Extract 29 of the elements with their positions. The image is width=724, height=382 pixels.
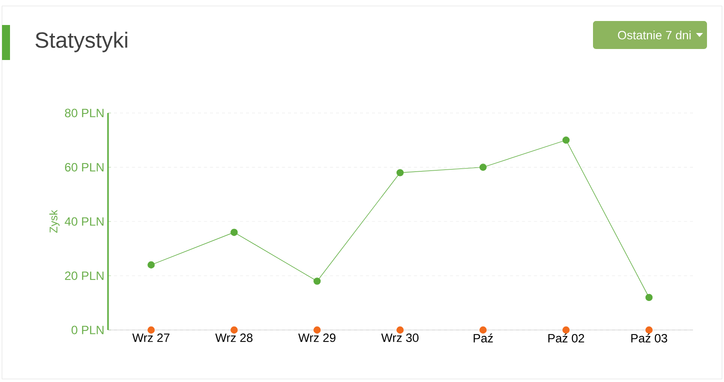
point: [562, 326, 570, 334]
y-tick-label: 0 PLN: [72, 326, 104, 334]
y-axis-title: Zysk: [49, 210, 60, 233]
y-tick-label: 20 PLN: [65, 271, 104, 280]
point: [479, 164, 487, 171]
point: [562, 136, 570, 144]
point: [396, 169, 404, 176]
x-tick-label: Paź 03: [631, 334, 668, 342]
point: [396, 326, 404, 334]
y-tick-label: 40 PLN: [64, 217, 104, 226]
x-tick-label: Wrz 30: [381, 334, 419, 342]
point: [645, 326, 653, 334]
x-tick-label: Wrz 28: [215, 334, 252, 342]
x-tick-label: Paź 02: [548, 334, 584, 342]
point: [230, 228, 238, 236]
point: [314, 278, 321, 285]
point: [479, 326, 487, 334]
y-tick-label: 80 PLN: [64, 108, 104, 118]
text: Ostatnie 7 dni: [618, 30, 691, 40]
point: [230, 326, 238, 334]
chart-title: Statystyki: [36, 32, 128, 52]
point: [314, 326, 321, 334]
y-tick-label: 60 PLN: [65, 163, 104, 172]
point: [148, 261, 155, 268]
x-tick-label: Wrz 27: [132, 334, 170, 342]
x-tick-label: Wrz 29: [298, 334, 336, 342]
x-tick-label: Paź: [474, 334, 493, 342]
point: [148, 326, 155, 334]
point: [645, 294, 653, 302]
